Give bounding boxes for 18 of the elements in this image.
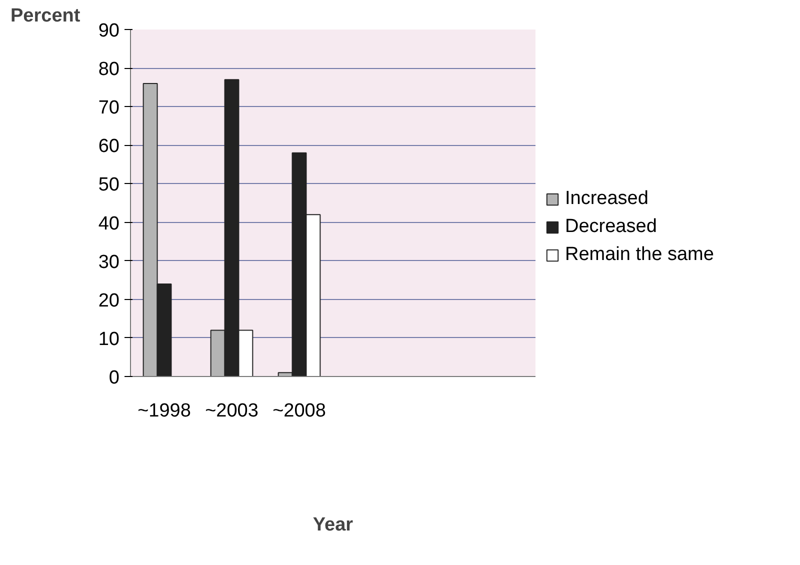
x-tick-label: ~2008 — [272, 400, 326, 422]
y-tick-label: 10 — [98, 328, 120, 350]
y-tick-label: 60 — [98, 136, 120, 158]
x-tick-label: ~1998 — [138, 400, 191, 422]
y-tick-label: 70 — [98, 98, 120, 119]
y-tick-label: 90 — [98, 20, 120, 42]
y-tick-label: 80 — [98, 59, 120, 80]
x-axis-title: Year — [312, 514, 354, 536]
legend-label: Increased — [565, 188, 648, 210]
legend-label: Decreased — [565, 216, 657, 238]
y-tick-label: 20 — [98, 290, 120, 312]
x-tick-label: ~2003 — [205, 400, 258, 422]
y-tick-label: 0 — [108, 368, 120, 388]
y-tick-label: 50 — [98, 174, 120, 196]
y-axis-title: Percent — [10, 6, 81, 26]
y-tick-label: 40 — [98, 213, 120, 234]
y-tick-label: 30 — [98, 252, 120, 273]
legend-label: Remain the same — [565, 244, 714, 266]
